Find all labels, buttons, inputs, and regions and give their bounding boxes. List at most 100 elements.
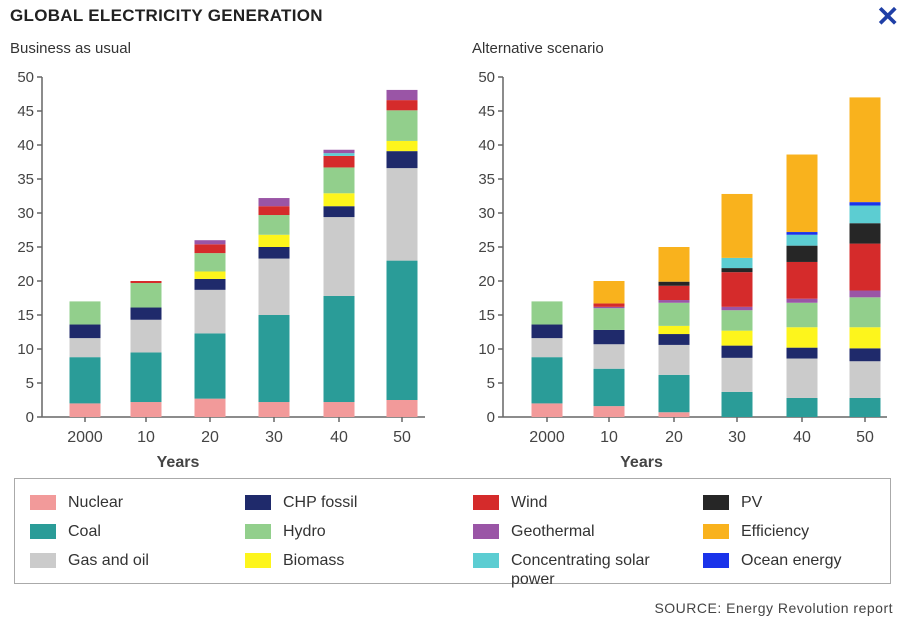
bar-segment-pv [721,268,753,273]
biomass-swatch [245,553,271,568]
bar-segment-hydro [531,301,563,325]
bar-segment-coal [386,260,418,400]
y-tick-label: 15 [478,307,495,324]
bar-segment-wind [849,243,881,291]
bar-segment-concentrating-solar-power [786,234,818,246]
bar-segment-gas-and-oil [258,258,290,315]
x-tick-label: 2000 [67,429,103,446]
bar-segment-wind [721,272,753,307]
bar-segment-wind [130,281,162,284]
bar-segment-nuclear [258,402,290,417]
source-note: SOURCE: Energy Revolution report [654,600,893,616]
x-tick-label: 10 [137,429,155,446]
wind-swatch [473,495,499,510]
bar-segment-coal [130,352,162,403]
bar-segment-nuclear [593,406,625,417]
bar-segment-coal [721,391,753,417]
gas-and-oil-swatch [30,553,56,568]
y-tick-label: 40 [478,137,495,154]
bar-segment-chp-fossil [593,329,625,345]
legend-label: Wind [511,494,548,511]
bar-segment-geothermal [386,89,418,101]
bar-segment-chp-fossil [386,151,418,169]
legend-label: Geothermal [511,523,595,540]
bar-segment-wind [323,155,355,168]
y-tick-label: 10 [478,341,495,358]
bar-segment-wind [258,206,290,216]
y-tick-label: 25 [478,239,495,256]
bar-segment-nuclear [69,403,101,417]
chart-title-business-as-usual: Business as usual [10,40,131,57]
bar-segment-efficiency [786,154,818,233]
y-tick-label: 10 [17,341,34,358]
concentrating-solar-power-swatch [473,553,499,568]
bar-segment-hydro [721,310,753,331]
bar-segment-coal [593,368,625,407]
bar-segment-biomass [194,271,226,279]
legend: Nuclear Coal Gas and oil CHP fossil Hydro Bio… [14,478,891,588]
bar-segment-coal [531,357,563,404]
bar-segment-hydro [849,297,881,328]
legend-label: Hydro [283,523,326,540]
bar-segment-hydro [786,302,818,328]
charts-area: 0 5 10 15 20 25 30 35 40 45 50 2000 10 20 30 40 50 Years 0… [17,69,887,471]
coal-swatch [30,524,56,539]
bar-segment-hydro [194,253,226,272]
bar-segment-chp-fossil [130,307,162,320]
bar-segment-hydro [258,215,290,235]
y-tick-label: 25 [17,239,34,256]
bar-segment-geothermal [258,198,290,207]
bar-segment-gas-and-oil [531,338,563,358]
close-icon[interactable]: ✕ [876,1,900,32]
bar-segment-gas-and-oil [786,358,818,398]
bar-segment-hydro [658,302,690,326]
bar-segment-efficiency [658,247,690,282]
legend-label: CHP fossil [283,494,358,511]
bar-segment-coal [194,333,226,399]
bar-segment-nuclear [658,412,690,417]
bar-segment-chp-fossil [258,247,290,259]
bar-segment-nuclear [130,402,162,417]
legend-label: Ocean energy [741,552,842,569]
bar-segment-hydro [593,308,625,330]
y-tick-label: 35 [478,171,495,188]
bar-segment-gas-and-oil [386,168,418,261]
x-tick-label: 50 [393,429,411,446]
bar-segment-chp-fossil [786,347,818,359]
efficiency-swatch [703,524,729,539]
x-tick-label: 2000 [529,429,565,446]
nuclear-swatch [30,495,56,510]
y-tick-label: 30 [17,205,34,222]
pv-swatch [703,495,729,510]
bar-segment-biomass [721,330,753,346]
bar-segment-nuclear [323,402,355,417]
bar-segment-geothermal [593,306,625,309]
bar-segment-coal [323,295,355,403]
bar-segment-efficiency [721,193,753,258]
bar-segment-wind [658,285,690,301]
y-tick-label: 0 [487,409,495,426]
ocean-energy-swatch [703,553,729,568]
bar-segment-chp-fossil [721,345,753,358]
x-tick-label: 20 [201,429,219,446]
bar-segment-chp-fossil [658,334,690,345]
legend-label: Concentrating solar power [511,552,650,588]
y-tick-label: 45 [17,103,34,120]
bar-segment-hydro [386,110,418,141]
bar-segment-concentrating-solar-power [721,257,753,269]
y-tick-label: 15 [17,307,34,324]
bar-segment-gas-and-oil [721,357,753,392]
x-tick-label: 30 [265,429,283,446]
bar-segment-gas-and-oil [658,344,690,375]
y-tick-label: 50 [478,69,495,86]
bar-segment-chp-fossil [194,278,226,290]
bar-segment-nuclear [386,400,418,417]
legend-label: Gas and oil [68,552,149,569]
geothermal-swatch [473,524,499,539]
page-title: GLOBAL ELECTRICITY GENERATION [10,6,323,25]
bar-segment-gas-and-oil [323,217,355,296]
hydro-swatch [245,524,271,539]
y-tick-label: 20 [17,273,34,290]
x-axis-title: Years [620,454,663,471]
y-tick-label: 20 [478,273,495,290]
